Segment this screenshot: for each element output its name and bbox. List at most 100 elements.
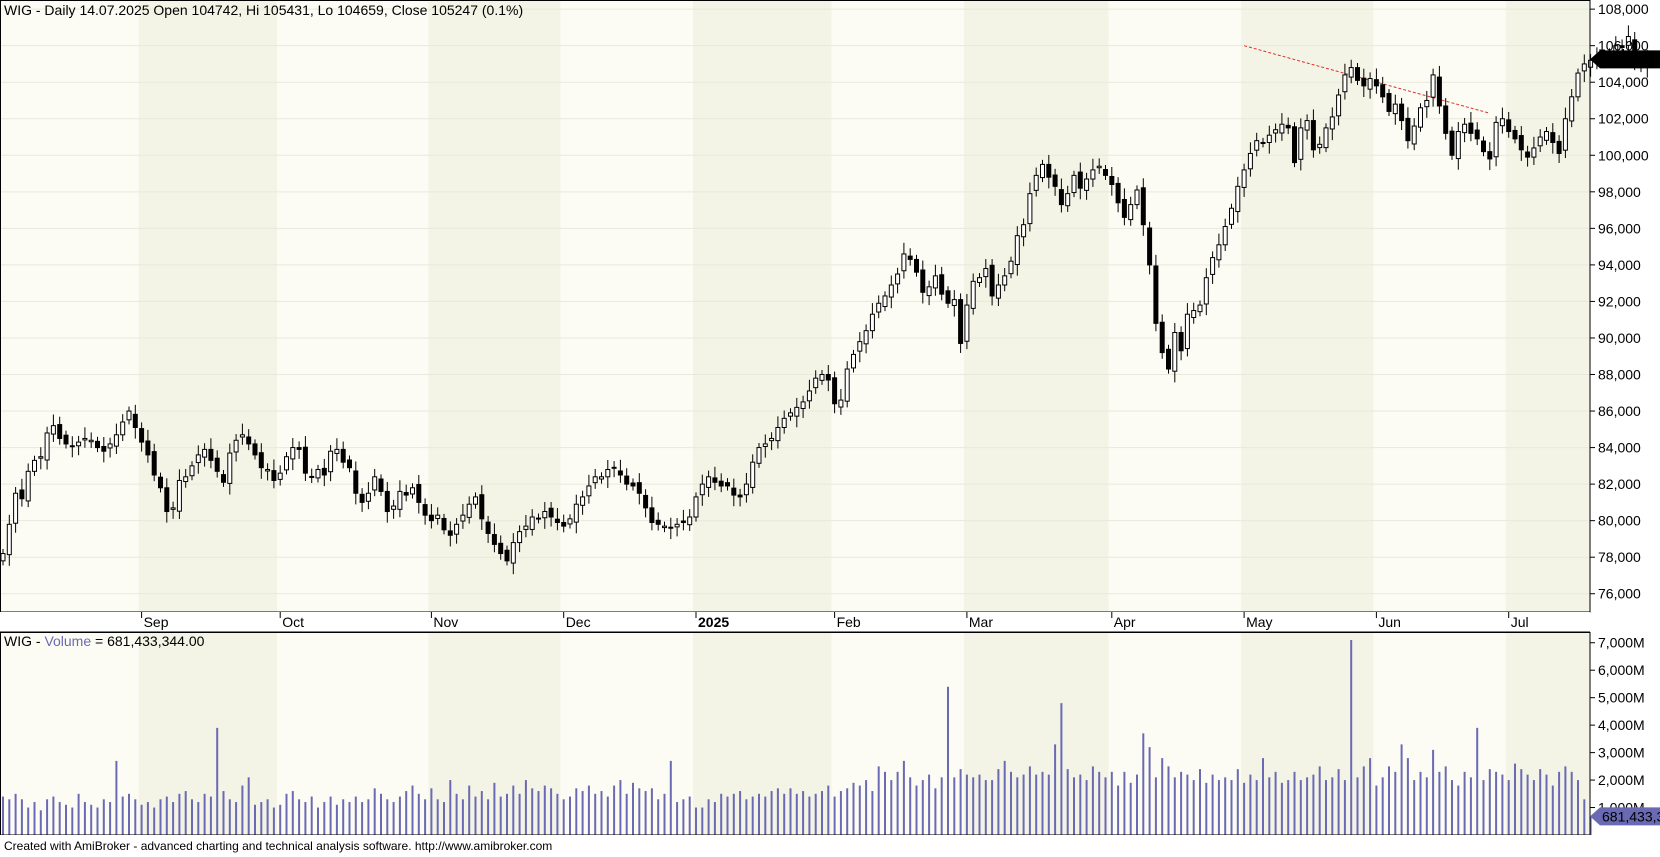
candle-up <box>176 479 182 512</box>
candle-down <box>680 520 686 523</box>
candle-down <box>504 549 510 562</box>
candle-down <box>655 519 661 525</box>
volume-title-value: = 681,433,344.00 <box>91 633 204 649</box>
candle-down <box>561 521 567 527</box>
x-axis-strip <box>0 612 1590 632</box>
candle-down <box>139 428 145 443</box>
candle-up <box>895 273 901 285</box>
candle-up <box>1569 96 1575 122</box>
candle-up <box>863 330 869 345</box>
candle-up <box>838 399 844 408</box>
candle-up <box>769 437 775 442</box>
candle-up <box>107 443 113 449</box>
candle-down <box>498 542 504 555</box>
candle-up <box>794 406 800 417</box>
month-tick-label: Jul <box>1511 614 1529 630</box>
candle-up <box>365 492 371 502</box>
candle-down <box>548 507 554 518</box>
candle-up <box>1418 107 1423 128</box>
candle-down <box>378 478 384 492</box>
candle-up <box>1096 165 1102 169</box>
month-tick-label: 2025 <box>698 614 729 630</box>
candle-up <box>876 302 882 313</box>
candle-up <box>1455 131 1461 160</box>
candle-up <box>1254 140 1260 151</box>
candle-up <box>38 456 44 459</box>
candle-up <box>113 434 119 447</box>
candle-up <box>233 439 239 453</box>
candle-up <box>50 425 56 435</box>
candle-down <box>491 534 497 545</box>
candle-up <box>693 496 699 518</box>
candle-down <box>617 470 623 476</box>
price-tick-label: 106,000 <box>1598 38 1649 54</box>
candle-down <box>309 475 315 478</box>
price-tick-label: 82,000 <box>1598 476 1641 492</box>
candle-up <box>0 553 6 562</box>
candle-down <box>1556 140 1562 154</box>
candle-down <box>725 482 730 487</box>
candle-down <box>321 467 327 476</box>
candle-up <box>926 286 932 297</box>
candle-up <box>120 421 126 436</box>
candle-down <box>1159 321 1165 354</box>
volume-title-prefix: WIG - <box>4 633 44 649</box>
candle-up <box>183 476 189 483</box>
candle-up <box>277 472 283 480</box>
volume-tick-label: 5,000M <box>1598 690 1645 706</box>
candle-down <box>1436 76 1442 107</box>
candle-down <box>636 482 642 494</box>
candle-up <box>592 476 598 484</box>
candle-up <box>328 450 334 473</box>
month-tick-label: Sep <box>144 614 169 630</box>
candle-up <box>290 447 296 460</box>
candle-up <box>573 503 579 523</box>
candle-up <box>706 476 712 488</box>
price-month-band <box>693 0 832 612</box>
candle-down <box>1153 265 1159 324</box>
candle-down <box>1115 182 1121 204</box>
month-x-axis: Sep Oct Nov Dec 2025 Feb Mar Apr May Jun Jul <box>141 612 1529 630</box>
candle-down <box>63 434 69 445</box>
candle-up <box>6 523 12 556</box>
candle-up <box>1184 313 1190 350</box>
candle-down <box>825 374 831 381</box>
candle-up <box>983 268 989 278</box>
candle-down <box>989 264 995 297</box>
candle-up <box>1424 99 1430 108</box>
candle-down <box>271 470 277 481</box>
candle-down <box>1619 45 1625 48</box>
volume-bars <box>2 640 1592 835</box>
candle-down <box>958 299 964 344</box>
candle-up <box>674 523 680 528</box>
candle-up <box>964 304 970 342</box>
candle-up <box>1462 123 1468 134</box>
candle-up <box>1273 129 1279 134</box>
candle-up <box>586 485 592 497</box>
candle-down <box>1386 93 1392 112</box>
candle-down <box>1140 187 1146 226</box>
candle-up <box>454 523 460 535</box>
candle-up <box>265 469 271 472</box>
candle-up <box>542 511 548 519</box>
price-tick-label: 86,000 <box>1598 403 1641 419</box>
candle-down <box>353 470 359 494</box>
candle-down <box>1443 105 1449 134</box>
volume-title-name: Volume <box>44 633 91 649</box>
candle-up <box>781 417 787 428</box>
candle-up <box>605 469 611 478</box>
candle-up <box>1336 94 1342 117</box>
candle-up <box>523 525 529 530</box>
candle-up <box>1033 174 1039 191</box>
candle-down <box>1109 175 1115 186</box>
candle-up <box>1279 123 1285 134</box>
candle-down <box>158 476 163 489</box>
candle-down <box>1550 132 1556 143</box>
candle-up <box>844 368 850 402</box>
candle-up <box>1210 257 1216 275</box>
volume-tick-label: 6,000M <box>1598 662 1645 678</box>
candle-up <box>1367 78 1373 90</box>
candle-down <box>1481 140 1486 153</box>
candle-down <box>1512 129 1518 140</box>
